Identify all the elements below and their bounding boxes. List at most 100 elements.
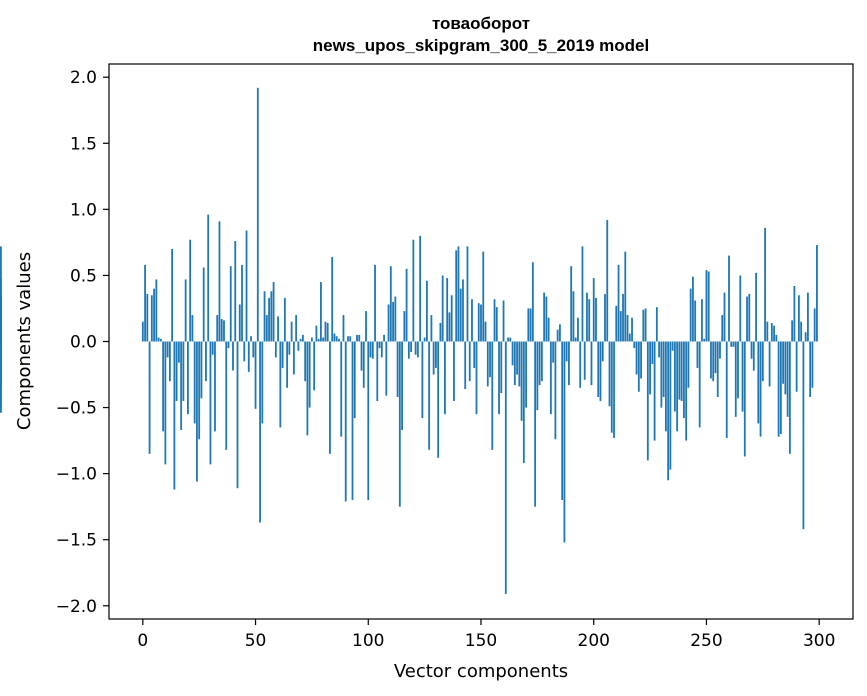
bar-173: [531, 262, 534, 342]
bars-group: [0, 87, 818, 594]
bar-45: [243, 341, 246, 362]
bar-159: [500, 341, 503, 394]
bar-268: [746, 296, 748, 342]
x-axis-label: Vector components: [394, 661, 568, 682]
bar-167: [518, 341, 521, 387]
bar-84: [331, 256, 334, 342]
bar-163: [509, 337, 512, 342]
bar-62: [281, 341, 284, 368]
bar-9: [162, 341, 165, 432]
bar-138: [453, 341, 455, 401]
bar-148: [475, 341, 478, 415]
bar-78: [317, 338, 320, 342]
bar-120: [412, 239, 415, 342]
bar-246: [696, 341, 699, 368]
bar-196: [583, 341, 586, 380]
bar-263: [734, 341, 737, 417]
bar-190: [570, 266, 573, 342]
bar-114: [398, 341, 401, 507]
bar-4: [150, 295, 153, 342]
bar-undefined: [0, 246, 2, 342]
bar-91: [347, 336, 349, 342]
bar-127: [428, 341, 431, 450]
bar-150: [480, 304, 482, 342]
bar-10: [164, 341, 167, 465]
bar-54: [263, 291, 266, 342]
bar-296: [809, 341, 812, 397]
bar-184: [556, 329, 559, 342]
bar-107: [383, 334, 385, 342]
bar-275: [761, 341, 764, 382]
bar-37: [225, 341, 228, 450]
bar-207: [608, 341, 611, 407]
bar-50: [254, 341, 257, 409]
bar-282: [777, 341, 780, 437]
bar-119: [410, 341, 413, 353]
bar-56: [268, 297, 270, 342]
bar-174: [534, 341, 537, 507]
bar-235: [671, 341, 674, 351]
x-tick-label: 150: [465, 631, 497, 651]
bar-212: [619, 311, 622, 342]
bar-1: [144, 264, 146, 342]
bar-201: [595, 297, 597, 342]
bar-76: [313, 341, 316, 391]
bar-111: [392, 301, 394, 342]
bar-75: [311, 337, 313, 342]
bar-219: [635, 341, 638, 375]
bar-125: [423, 337, 426, 342]
bar-277: [766, 321, 769, 342]
bar-289: [793, 286, 796, 342]
bar-221: [640, 341, 642, 379]
bar-87: [338, 338, 340, 342]
bar-95: [356, 334, 358, 342]
bar-96: [358, 334, 361, 342]
bar-137: [450, 295, 453, 342]
bar-239: [680, 341, 683, 401]
bar-233: [667, 341, 670, 481]
bar-225: [649, 341, 651, 395]
bar-38: [227, 341, 230, 349]
bar-3: [148, 341, 151, 454]
bar-41: [234, 241, 237, 342]
bar-166: [516, 341, 518, 375]
y-tick-label: 2.0: [70, 68, 97, 88]
bar-264: [737, 341, 739, 399]
bar-17: [180, 341, 183, 431]
bar-169: [522, 341, 525, 464]
bar-228: [655, 307, 658, 342]
x-tick-label: 250: [690, 631, 722, 651]
bar-131: [437, 341, 440, 458]
bar-244: [692, 276, 694, 342]
bar-199: [590, 341, 593, 386]
bar-7: [157, 337, 160, 342]
bar-16: [177, 341, 180, 363]
bar-183: [554, 341, 557, 440]
y-tick-label: 0.5: [70, 266, 97, 286]
bar-224: [646, 341, 649, 461]
bar-63: [283, 297, 286, 342]
bar-203: [599, 341, 602, 401]
bar-234: [669, 341, 672, 470]
bar-279: [770, 323, 773, 342]
chart-title: товаоборот: [432, 14, 530, 33]
bar-256: [719, 341, 721, 359]
bar-236: [673, 341, 676, 412]
bar-252: [710, 341, 712, 379]
bar-272: [755, 272, 757, 342]
bar-60: [277, 316, 279, 342]
bar-53: [261, 341, 264, 424]
bar-259: [725, 341, 728, 438]
bar-232: [664, 341, 667, 432]
bar-80: [322, 337, 325, 342]
bar-72: [304, 341, 307, 382]
bar-113: [396, 341, 399, 397]
bar-48: [250, 336, 252, 342]
bar-274: [759, 341, 762, 437]
bar-171: [527, 308, 530, 342]
bar-20: [187, 341, 189, 415]
bar-141: [459, 288, 462, 342]
bar-90: [344, 341, 347, 502]
bar-177: [540, 341, 543, 382]
bar-31: [211, 341, 214, 355]
